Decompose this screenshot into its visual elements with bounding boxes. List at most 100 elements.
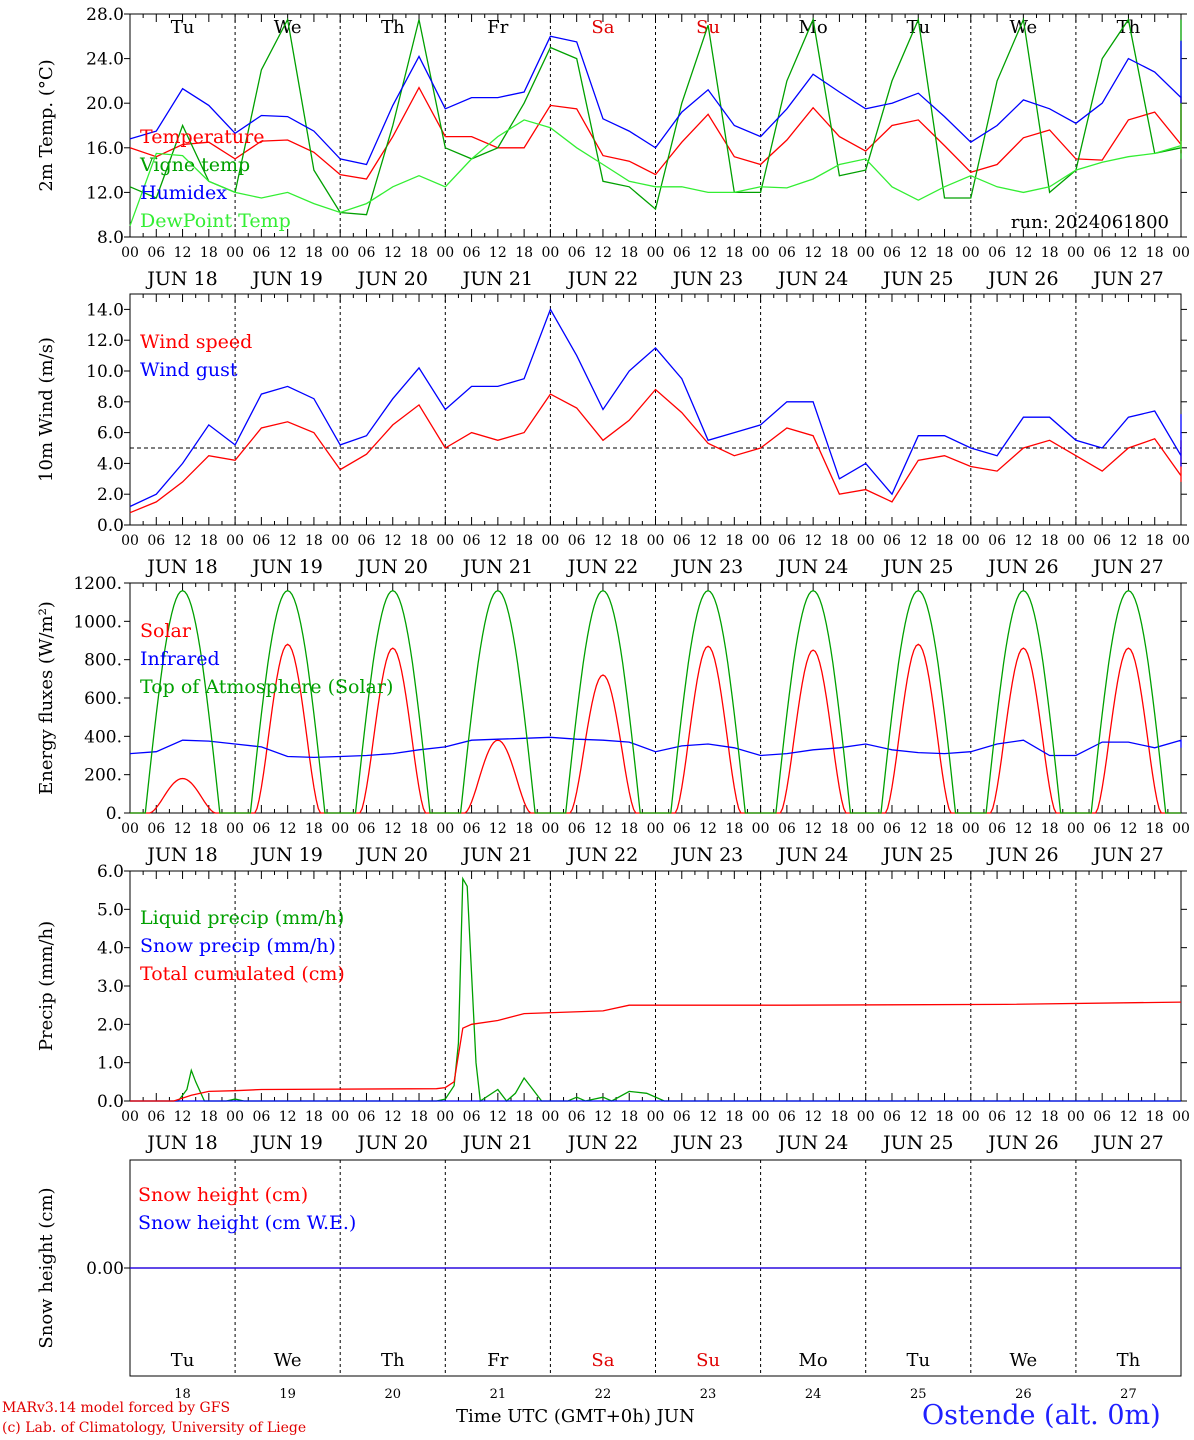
x-hour-label: 06 [147,821,165,837]
x-hour-label: 06 [463,245,481,261]
weekday-label: Tu [906,1350,930,1371]
x-hour-label: 18 [1146,245,1164,261]
x-hour-label: 00 [752,821,770,837]
legend-entry: Wind speed [140,331,252,353]
x-hour-label: 06 [673,821,691,837]
x-hour-label: 00 [331,245,349,261]
x-hour-label: 18 [1146,821,1164,837]
x-hour-label: 00 [436,533,454,549]
x-hour-label: 18 [515,533,533,549]
x-hour-label: 18 [305,821,323,837]
legend-entry: Vigne temp [139,154,250,176]
x-date-label: JUN 20 [356,268,428,290]
x-hour-label: 12 [384,821,402,837]
x-hour-label: 12 [384,533,402,549]
x-hour-label: 18 [831,1109,849,1125]
x-hour-label: 18 [1041,821,1059,837]
x-hour-label: 00 [857,1109,875,1125]
x-hour-label: 06 [988,245,1006,261]
x-hour-label: 06 [463,533,481,549]
weekday-label: We [1010,1350,1038,1371]
legend-entry: Liquid precip (mm/h) [140,907,344,929]
legend-entry: Top of Atmosphere (Solar) [140,676,393,698]
x-date-label: JUN 24 [776,1132,848,1154]
x-date-label: JUN 18 [145,844,217,866]
series-line-wind-speed [129,388,1182,514]
y-tick-label: 3.0 [97,977,124,997]
x-hour-label: 12 [909,1109,927,1125]
x-hour-label: 18 [200,533,218,549]
weekday-label: Sa [591,17,614,38]
x-hour-label: 06 [358,245,376,261]
series-line-dewpoint-temp [129,119,1182,227]
x-hour-label: 00 [1067,821,1085,837]
x-hour-label: 06 [463,1109,481,1125]
day-number-label: 23 [700,1387,717,1402]
x-hour-label: 12 [174,245,192,261]
x-hour-label: 06 [358,821,376,837]
y-tick-label: 1.0 [97,1054,124,1074]
x-hour-label: 06 [568,533,586,549]
y-tick-label: 1000. [73,612,122,632]
x-hour-label: 00 [1172,1109,1190,1125]
x-hour-label: 00 [962,821,980,837]
x-hour-label: 18 [936,1109,954,1125]
x-hour-label: 00 [1172,533,1190,549]
x-hour-label: 06 [147,245,165,261]
x-hour-label: 06 [147,1109,165,1125]
x-hour-label: 18 [410,533,428,549]
legend-entry: Total cumulated (cm) [140,963,345,985]
x-hour-label: 06 [1093,821,1111,837]
weekday-label: We [274,1350,302,1371]
x-hour-label: 12 [1014,533,1032,549]
x-hour-label: 00 [1172,821,1190,837]
x-hour-label: 00 [226,245,244,261]
x-hour-label: 12 [279,245,297,261]
y-tick-label: 20.0 [86,94,124,114]
x-hour-label: 18 [1041,1109,1059,1125]
x-hour-label: 00 [226,1109,244,1125]
x-hour-label: 18 [515,245,533,261]
legend-entry: DewPoint Temp [140,210,291,232]
weekday-label: We [1010,17,1038,38]
x-hour-label: 00 [962,245,980,261]
y-tick-label: 10.0 [86,362,124,382]
run-annotation: run: 2024061800 [1011,212,1169,233]
x-hour-label: 06 [463,821,481,837]
x-hour-label: 06 [358,1109,376,1125]
x-date-label: JUN 23 [671,268,743,290]
x-hour-label: 06 [883,821,901,837]
x-date-label: JUN 26 [986,556,1058,578]
x-hour-label: 06 [673,533,691,549]
series-line-temperature [129,86,1182,180]
x-hour-label: 12 [804,533,822,549]
legend-entry: Snow height (cm W.E.) [138,1212,356,1234]
x-hour-label: 12 [594,533,612,549]
y-tick-label: 0.0 [97,1092,124,1112]
x-hour-label: 18 [305,245,323,261]
x-hour-label: 18 [410,821,428,837]
x-hour-label: 00 [1067,533,1085,549]
y-tick-label: 12.0 [86,331,124,351]
x-hour-label: 12 [489,533,507,549]
y-tick-label: 0. [106,804,122,824]
weekday-label: Fr [487,1350,508,1371]
x-hour-label: 06 [147,533,165,549]
x-date-label: JUN 21 [461,556,533,578]
x-hour-label: 12 [1014,245,1032,261]
x-date-label: JUN 18 [145,1132,217,1154]
x-date-label: JUN 25 [881,1132,953,1154]
x-hour-label: 12 [594,821,612,837]
weekday-label: Su [696,1350,720,1371]
x-hour-label: 00 [1067,1109,1085,1125]
x-hour-label: 06 [673,1109,691,1125]
legend-entry: Infrared [140,648,220,670]
y-tick-label: 4.0 [97,939,124,959]
x-hour-label: 18 [620,245,638,261]
x-hour-label: 06 [252,821,270,837]
x-hour-label: 00 [962,533,980,549]
x-date-label: JUN 22 [566,556,638,578]
x-date-label: JUN 23 [671,844,743,866]
x-hour-label: 18 [936,821,954,837]
x-hour-label: 12 [384,1109,402,1125]
